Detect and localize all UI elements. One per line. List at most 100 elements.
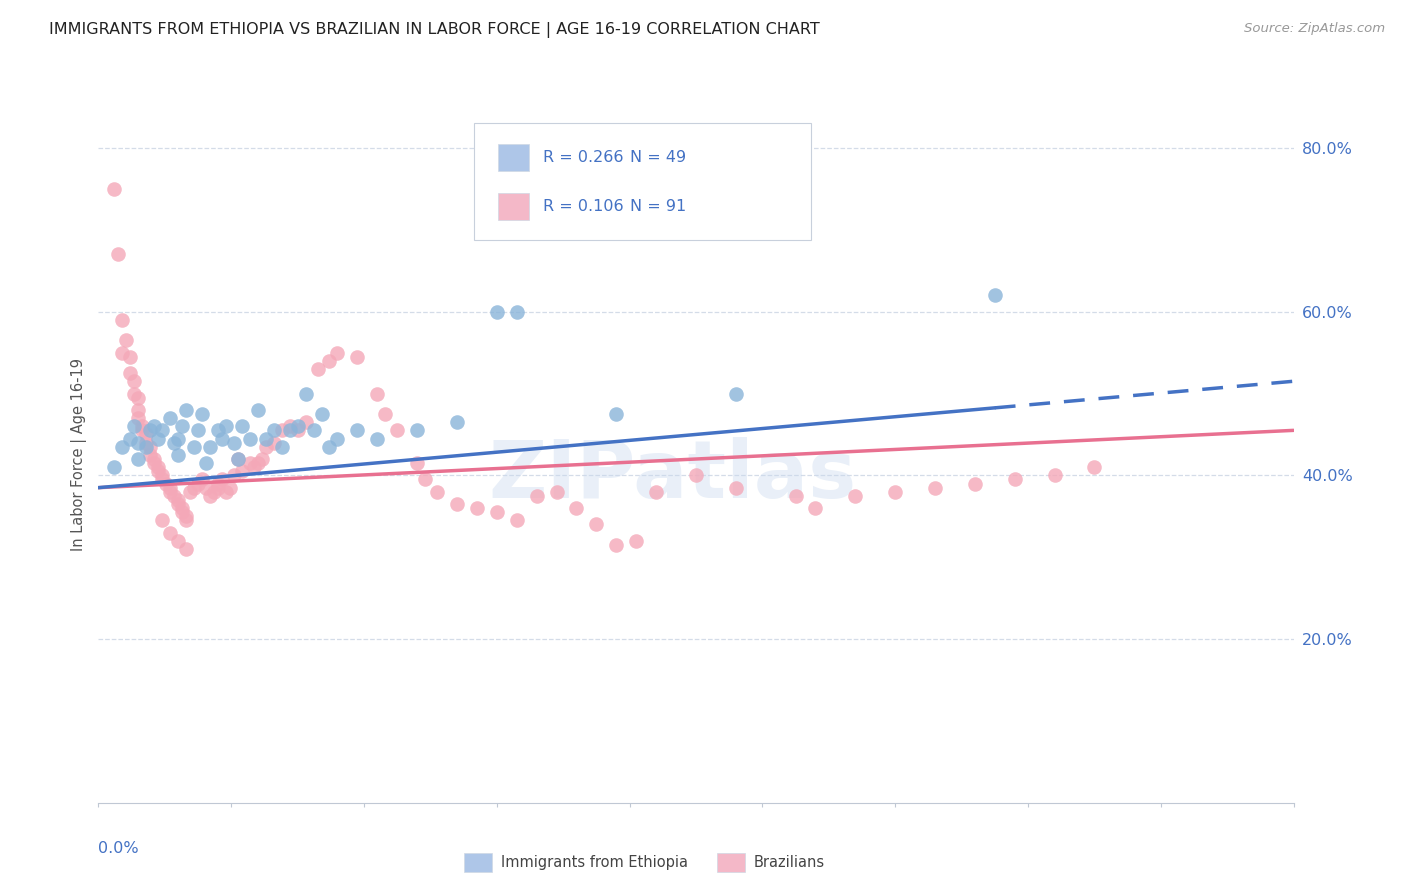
Point [307,362,329,376]
Point [1043,468,1066,483]
Point [135,435,157,450]
Point [426,484,449,499]
Point [605,538,627,552]
Point [278,419,301,434]
Point [239,456,262,470]
Point [326,432,349,446]
Point [139,440,162,454]
Point [685,468,707,483]
Point [127,452,149,467]
Point [983,288,1005,302]
Point [172,419,194,434]
Point [120,432,142,446]
Point [413,473,436,487]
Point [207,481,229,495]
Point [211,473,233,487]
Point [159,525,181,540]
Point [167,492,190,507]
Point [148,460,170,475]
Point [211,432,233,446]
Point [844,489,866,503]
Point [294,386,316,401]
Point [174,513,197,527]
Point [143,419,166,434]
Point [446,497,468,511]
Point [645,484,668,499]
Point [174,403,197,417]
Point [278,423,301,437]
Point [226,452,249,467]
Point [346,350,368,364]
Point [143,452,166,467]
Point [167,533,190,548]
Point [406,423,429,437]
Point [605,407,627,421]
Point [150,513,173,527]
Point [202,484,225,499]
Point [287,423,309,437]
Point [148,432,170,446]
Text: 0.0%: 0.0% [98,841,139,856]
Point [174,542,197,557]
Point [194,456,218,470]
Text: N = 49: N = 49 [630,150,686,165]
Point [724,386,747,401]
Point [884,484,907,499]
Point [131,423,153,437]
Point [159,484,181,499]
Point [239,432,262,446]
Point [243,460,266,475]
Point [346,423,368,437]
Point [246,456,269,470]
Point [107,247,129,261]
Point [150,468,173,483]
Point [263,423,285,437]
Point [155,476,177,491]
Point [159,411,181,425]
Point [231,464,253,478]
Point [127,391,149,405]
Point [103,182,125,196]
Point [111,440,134,454]
Point [127,411,149,425]
Point [148,464,170,478]
Point [302,423,325,437]
Point [311,407,333,421]
Point [174,509,197,524]
Point [785,489,807,503]
Point [506,304,529,318]
Point [183,440,205,454]
Point [585,517,607,532]
Point [127,435,149,450]
Point [924,481,946,495]
Point [724,481,747,495]
Point [374,407,396,421]
Point [150,473,173,487]
Point [139,448,162,462]
Point [135,440,157,454]
Point [124,419,146,434]
Point [124,374,146,388]
Point [231,419,253,434]
Point [963,476,986,491]
Point [465,501,488,516]
Point [194,481,218,495]
Point [318,440,340,454]
Point [385,423,409,437]
Point [131,419,153,434]
Point [506,513,529,527]
Point [120,366,142,380]
Point [111,313,134,327]
Point [215,484,238,499]
Point [198,489,221,503]
Point [207,423,229,437]
Point [222,435,245,450]
Text: IMMIGRANTS FROM ETHIOPIA VS BRAZILIAN IN LABOR FORCE | AGE 16-19 CORRELATION CHA: IMMIGRANTS FROM ETHIOPIA VS BRAZILIAN IN… [49,22,820,38]
Point [565,501,588,516]
Text: Source: ZipAtlas.com: Source: ZipAtlas.com [1244,22,1385,36]
Point [159,481,181,495]
Text: Brazilians: Brazilians [754,855,825,870]
Point [250,452,273,467]
Point [624,533,647,548]
Point [546,484,568,499]
